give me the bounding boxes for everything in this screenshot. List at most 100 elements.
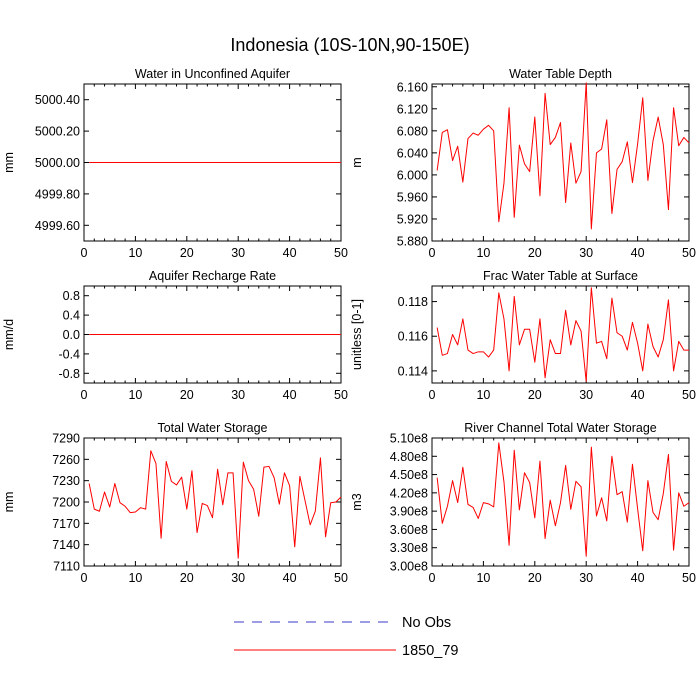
y-axis-label: m3 [350, 493, 364, 510]
legend-label: 1850_79 [402, 643, 458, 659]
x-tick-label: 40 [283, 571, 297, 585]
panel-title: Frac Water Table at Surface [483, 269, 638, 283]
panel-title: Total Water Storage [157, 421, 267, 435]
figure-title: Indonesia (10S-10N,90-150E) [230, 35, 469, 55]
y-tick-label: 5.10e8 [390, 432, 428, 446]
x-tick-label: 30 [231, 388, 245, 402]
panel-2: Water Table Depth m 0 10 20 30 40 50 5.880 5.920 5… [350, 67, 696, 260]
y-tick-label: 4999.60 [35, 219, 80, 233]
y-tick-label: 3.00e8 [390, 560, 428, 574]
x-tick-label: 30 [231, 571, 245, 585]
y-tick-label: 7110 [53, 560, 80, 574]
y-tick-label: 0.116 [398, 330, 428, 344]
x-tick-label: 0 [81, 571, 88, 585]
x-tick-label: 10 [476, 246, 490, 260]
x-tick-label: 40 [283, 388, 297, 402]
x-tick-label: 30 [579, 571, 593, 585]
y-tick-label: 4.20e8 [390, 486, 428, 500]
y-tick-label: 7170 [52, 517, 80, 531]
y-tick-label: 3.30e8 [390, 541, 428, 555]
x-tick-label: 0 [81, 246, 88, 260]
x-tick-label: 20 [180, 571, 194, 585]
x-tick-label: 10 [128, 246, 142, 260]
plot-frame [431, 83, 690, 242]
y-tick-label: 7200 [52, 496, 80, 510]
y-tick-label: 7290 [52, 432, 80, 446]
x-tick-label: 50 [682, 388, 696, 402]
panels: Water in Unconfined Aquifer mm 0 10 20 30 40 50… [2, 67, 696, 585]
x-tick-label: 10 [476, 571, 490, 585]
x-tick-label: 40 [283, 246, 297, 260]
y-tick-label: 6.000 [397, 168, 428, 182]
y-tick-label: 0.8 [63, 289, 80, 303]
panel-5: Total Water Storage mm 0 10 20 30 40 50 7110 7140… [2, 421, 348, 585]
y-tick-label: 5.880 [397, 235, 428, 249]
y-tick-label: 6.040 [397, 146, 428, 160]
y-tick-label: 7260 [52, 453, 80, 467]
y-tick-label: 5.920 [397, 212, 428, 226]
panel-title: Water Table Depth [509, 67, 612, 81]
panel-title: Water in Unconfined Aquifer [135, 67, 290, 81]
legend: No Obs 1850_79 [234, 615, 458, 659]
x-tick-label: 50 [334, 571, 348, 585]
x-tick-label: 50 [334, 388, 348, 402]
x-tick-label: 0 [81, 388, 88, 402]
plot-frame [431, 437, 690, 567]
y-tick-label: 6.120 [397, 102, 428, 116]
y-tick-label: 0.118 [398, 295, 428, 309]
y-tick-label: 7230 [52, 474, 80, 488]
panel-1: Water in Unconfined Aquifer mm 0 10 20 30 40 50… [2, 67, 348, 260]
y-axis-label: unitless [0-1] [350, 299, 364, 370]
panel-3: Aquifer Recharge Rate mm/d 0 10 20 30 40 50 -0.8… [2, 269, 348, 402]
panel-title: River Channel Total Water Storage [464, 421, 657, 435]
legend-label: No Obs [402, 615, 451, 631]
x-tick-label: 20 [528, 246, 542, 260]
x-tick-label: 30 [231, 246, 245, 260]
panel-6: River Channel Total Water Storage m3 0 10 20… [350, 421, 696, 585]
y-tick-label: 6.160 [397, 80, 428, 94]
y-axis-label: mm [2, 492, 16, 513]
x-tick-label: 10 [128, 571, 142, 585]
x-tick-label: 0 [429, 246, 436, 260]
x-tick-label: 20 [180, 388, 194, 402]
y-tick-label: 5000.20 [35, 125, 80, 139]
y-tick-label: 5000.40 [35, 93, 80, 107]
y-axis-label: mm/d [2, 319, 16, 350]
y-tick-label: 5.960 [397, 190, 428, 204]
y-tick-label: 6.080 [397, 124, 428, 138]
y-tick-label: 4.50e8 [390, 468, 428, 482]
x-tick-label: 20 [528, 571, 542, 585]
x-tick-label: 10 [128, 388, 142, 402]
x-tick-label: 50 [682, 246, 696, 260]
x-tick-label: 50 [682, 571, 696, 585]
series-line [436, 442, 690, 557]
x-tick-label: 0 [429, 571, 436, 585]
y-axis-label: mm [2, 152, 16, 173]
y-tick-label: 0.4 [63, 309, 80, 323]
y-axis-label: m [350, 157, 364, 167]
x-tick-label: 40 [631, 571, 645, 585]
plot-frame [431, 285, 690, 384]
x-tick-label: 30 [579, 246, 593, 260]
x-tick-label: 40 [631, 388, 645, 402]
y-tick-label: 4999.80 [35, 187, 80, 201]
panel-title: Aquifer Recharge Rate [149, 269, 276, 283]
x-tick-label: 20 [528, 388, 542, 402]
x-tick-label: 10 [476, 388, 490, 402]
x-tick-label: 50 [334, 246, 348, 260]
x-tick-label: 40 [631, 246, 645, 260]
y-tick-label: 0.114 [398, 364, 428, 378]
x-tick-label: 0 [429, 388, 436, 402]
y-tick-label: -0.8 [58, 367, 80, 381]
panel-4: Frac Water Table at Surface unitless [0-1… [350, 269, 696, 402]
x-tick-label: 30 [579, 388, 593, 402]
y-tick-label: 3.90e8 [390, 505, 428, 519]
y-tick-label: 7140 [52, 538, 80, 552]
y-tick-label: 0.0 [63, 328, 80, 342]
series-line [88, 450, 342, 559]
series-line [436, 82, 690, 230]
y-tick-label: 3.60e8 [390, 523, 428, 537]
plot-frame [83, 437, 342, 567]
y-tick-label: -0.4 [58, 347, 80, 361]
